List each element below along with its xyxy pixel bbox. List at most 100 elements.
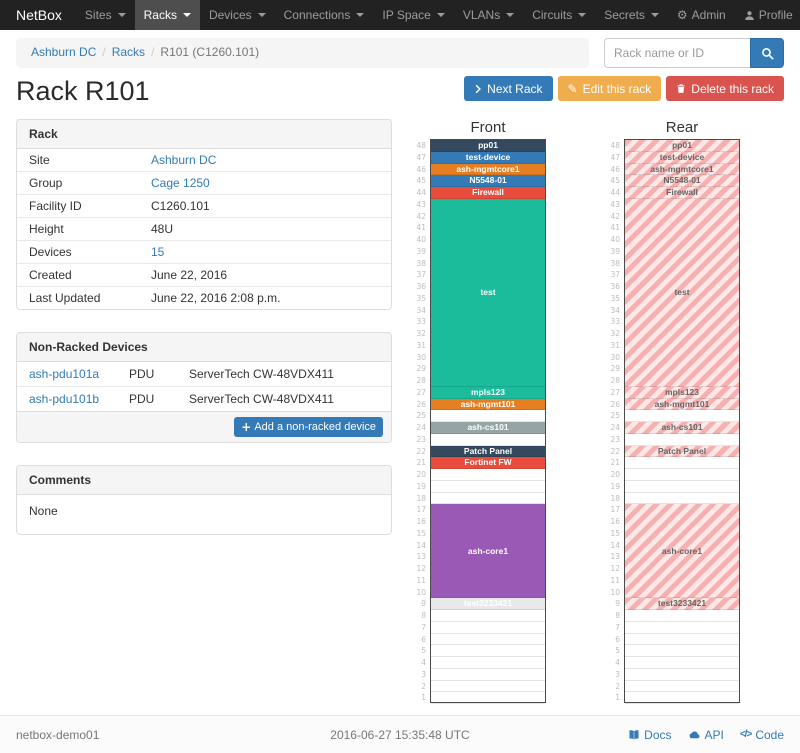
rack-actions: Next Rack ✎ Edit this rack Delete this r… [464, 76, 784, 101]
search-input[interactable] [604, 38, 750, 68]
empty-slot [431, 469, 545, 481]
unit-number: 41 [610, 223, 620, 233]
unit-number: 38 [610, 258, 620, 268]
rack-device[interactable]: test [625, 198, 739, 387]
rack-device[interactable]: ash-cs101 [625, 422, 739, 434]
nav-item-connections[interactable]: Connections [275, 0, 374, 30]
rack-device[interactable]: N5548-01 [625, 175, 739, 187]
rack-device[interactable]: test-device [625, 151, 739, 164]
footer-links: Docs API </> Code [564, 728, 784, 742]
empty-slot [625, 681, 739, 693]
unit-number: 42 [416, 211, 426, 221]
delete-rack-button[interactable]: Delete this rack [666, 76, 784, 101]
nav-item-devices[interactable]: Devices [200, 0, 275, 30]
rack-device[interactable]: ash-core1 [625, 504, 739, 599]
attr-value-link[interactable]: 15 [151, 245, 165, 259]
page-title: Rack R101 [16, 76, 150, 106]
unit-number: 6 [421, 634, 426, 644]
unit-number: 29 [416, 364, 426, 374]
unit-number: 27 [416, 387, 426, 397]
unit-number: 39 [610, 246, 620, 256]
search-button[interactable] [750, 38, 784, 68]
edit-rack-button[interactable]: ✎ Edit this rack [557, 76, 662, 101]
attr-label: Group [29, 176, 63, 190]
unit-number: 18 [610, 493, 620, 503]
rack-device[interactable]: test3233421 [625, 598, 739, 610]
rack-device[interactable]: ash-mgmtcore1 [625, 163, 739, 176]
empty-slot [431, 692, 545, 704]
rack-device[interactable]: ash-cs101 [431, 422, 545, 434]
nav-item-secrets[interactable]: Secrets [595, 0, 668, 30]
nav-item-label: IP Space [382, 8, 431, 22]
unit-number: 36 [610, 282, 620, 291]
empty-slot [431, 410, 545, 422]
breadcrumb-row: Ashburn DC / Racks / R101 (C1260.101) [0, 30, 800, 68]
footer-link-docs[interactable]: Docs [628, 728, 672, 742]
rack-device[interactable]: Firewall [625, 187, 739, 199]
rack-device[interactable]: ash-mgmtcore1 [431, 163, 545, 176]
unit-number: 47 [416, 152, 426, 162]
rack-device[interactable]: Firewall [431, 187, 545, 199]
rack-device[interactable]: ash-mgmt101 [625, 398, 739, 411]
add-nonracked-device-button[interactable]: + Add a non-racked device [234, 417, 383, 437]
nav-item-label: Racks [143, 8, 177, 22]
nav-item-profile[interactable]: Profile [735, 0, 800, 30]
caret-down-icon [506, 13, 515, 17]
rack-device[interactable]: test3233421 [431, 598, 545, 610]
device-role: PDU [129, 392, 155, 406]
attr-value-link[interactable]: Cage 1250 [151, 176, 210, 190]
nav-item-admin[interactable]: ⚙ Admin [668, 0, 735, 30]
rack-device[interactable]: pp01 [431, 140, 545, 152]
nav-item-circuits[interactable]: Circuits [523, 0, 595, 30]
unit-number: 47 [610, 152, 620, 162]
empty-slot [431, 493, 545, 505]
comments-body: None [29, 504, 58, 518]
rear-elevation: Rear 48 47 46 45 44 43 42 41 40 39 38 37 36 35 34 33 32 3… [606, 119, 740, 704]
attr-value: Cage 1250 [139, 172, 391, 194]
trash-icon [676, 83, 686, 94]
breadcrumb-separator: / [102, 45, 106, 59]
unit-number: 12 [416, 564, 426, 573]
rack-device[interactable]: mpls123 [431, 386, 545, 399]
rack-device[interactable]: Fortinet FW [431, 457, 545, 469]
device-type: ServerTech CW-48VDX411 [189, 367, 334, 381]
unit-number: 26 [610, 399, 620, 409]
attr-value-link[interactable]: Ashburn DC [151, 153, 217, 167]
breadcrumb-link[interactable]: Racks [111, 45, 146, 59]
nav-item-racks[interactable]: Racks [134, 0, 200, 30]
unit-number: 17 [416, 505, 426, 515]
nav-item-ip-space[interactable]: IP Space [373, 0, 453, 30]
rack-device[interactable]: pp01 [625, 140, 739, 152]
unit-number: 46 [610, 164, 620, 174]
footer-link-code[interactable]: </> Code [740, 728, 784, 742]
nav-item-label: Sites [84, 8, 112, 22]
rack-device[interactable]: N5548-01 [431, 175, 545, 187]
rack-device[interactable]: Patch Panel [625, 445, 739, 458]
footer-link-api[interactable]: API [688, 728, 724, 742]
nonracked-panel: Non-Racked Devices ash-pdu101a PDU ServerT… [16, 332, 392, 443]
rack-device[interactable]: Patch Panel [431, 445, 545, 458]
rack-device[interactable]: test-device [431, 151, 545, 164]
empty-slot [431, 681, 545, 693]
device-link[interactable]: ash-pdu101a [29, 367, 100, 381]
device-role: PDU [129, 367, 155, 381]
nav-item-vlans[interactable]: VLANs [454, 0, 523, 30]
empty-slot [431, 657, 545, 669]
unit-number: 1 [615, 693, 620, 703]
nav-item-sites[interactable]: Sites [76, 0, 135, 30]
rack-device[interactable]: test [431, 198, 545, 387]
breadcrumb-link[interactable]: Ashburn DC [31, 45, 97, 59]
attr-value: 48U [151, 222, 174, 236]
content: Next Rack ✎ Edit this rack Delete this r… [0, 68, 800, 704]
unit-number: 13 [416, 552, 426, 562]
empty-slot [431, 645, 545, 657]
unit-number: 22 [610, 446, 620, 456]
next-rack-button[interactable]: Next Rack [464, 76, 553, 101]
rack-device[interactable]: mpls123 [625, 386, 739, 399]
app-brand[interactable]: NetBox [16, 7, 62, 23]
rack-device[interactable]: ash-mgmt101 [431, 398, 545, 411]
attr-label: Devices [29, 245, 72, 259]
device-link[interactable]: ash-pdu101b [29, 392, 100, 406]
unit-number: 34 [610, 305, 620, 315]
rack-device[interactable]: ash-core1 [431, 504, 545, 599]
